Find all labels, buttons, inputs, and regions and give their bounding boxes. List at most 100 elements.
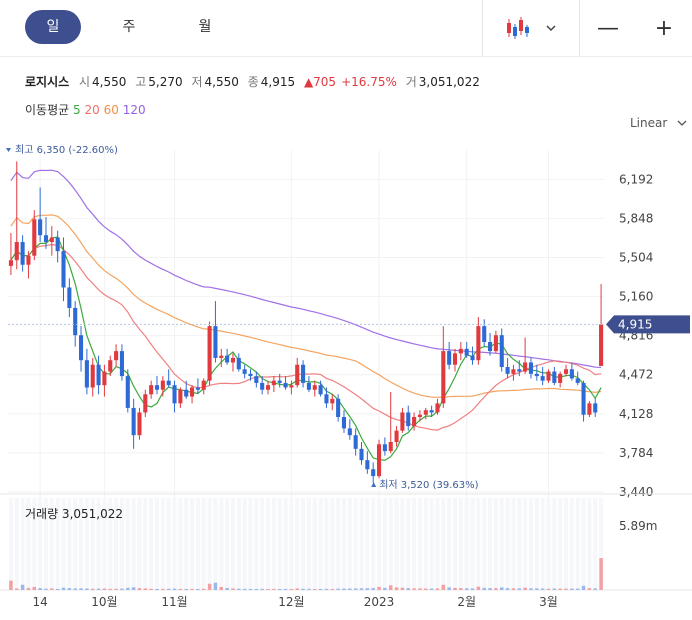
volume-bg-bar — [230, 498, 236, 590]
candle-body — [8, 260, 13, 266]
current-price-tag — [606, 315, 690, 334]
volume-bar — [313, 588, 317, 590]
volume-bar — [155, 588, 159, 590]
volume-bg-bar — [108, 498, 113, 590]
volume-bar — [511, 588, 516, 590]
volume-bar — [55, 588, 60, 590]
candle-body — [523, 362, 528, 372]
candle-body — [528, 362, 534, 374]
volume-bar — [459, 588, 463, 590]
volume-bg-bar — [166, 498, 171, 590]
volume-bar — [464, 588, 469, 590]
volume-bg-bar — [260, 498, 265, 590]
zoom-out-button[interactable]: — — [580, 0, 636, 56]
candle-body — [154, 385, 160, 390]
scale-selector[interactable]: Linear — [630, 116, 687, 130]
volume-bar — [348, 588, 352, 590]
ma-label: 이동평균 — [25, 103, 70, 117]
volume-bg-bar — [114, 498, 119, 590]
volume-bg-bar — [476, 498, 481, 590]
ma5-label: 5 — [73, 103, 81, 117]
volume-bg-bar — [523, 498, 528, 590]
volume-bar — [61, 587, 66, 590]
volume-bg-bar — [312, 498, 317, 590]
volume-bar — [336, 588, 340, 590]
y-tick-label: 6,192 — [619, 172, 653, 186]
volume-bar — [441, 584, 446, 590]
candle-body — [190, 387, 195, 397]
volume-bar — [383, 587, 387, 590]
volume-bar — [26, 587, 31, 590]
volume-bg-bar — [277, 498, 282, 590]
tab-month[interactable]: 월 — [198, 19, 212, 35]
volume-bg-bar — [102, 498, 107, 590]
volume-bar — [149, 588, 153, 590]
volume-bar — [301, 588, 305, 590]
candle-body — [312, 385, 317, 390]
candle-body — [517, 369, 522, 372]
period-tabs: 일 주 월 — [20, 10, 253, 44]
volume-bar — [178, 588, 183, 590]
low-annotation: 최저 3,520 (39.63%) — [379, 479, 478, 491]
candle-body — [400, 412, 405, 431]
candle-body — [119, 351, 124, 377]
volume-bg-bar — [400, 498, 405, 590]
volume-bar — [225, 587, 229, 590]
candle-body — [371, 469, 376, 477]
candle-body — [546, 371, 551, 381]
volume-bar — [546, 588, 551, 590]
candle-body — [219, 355, 224, 358]
volume-bg-bar — [353, 498, 358, 590]
zoom-in-button[interactable]: + — [636, 0, 692, 56]
current-price-label: 4,915 — [618, 317, 652, 331]
candle-body — [499, 335, 504, 368]
volume-bar — [377, 586, 381, 590]
volume-bg-bar — [137, 498, 142, 590]
tab-week[interactable]: 주 — [122, 19, 136, 35]
volume-bar — [184, 588, 188, 590]
candle-body — [149, 385, 154, 395]
candle-body — [295, 364, 300, 386]
candle-body — [336, 398, 341, 418]
volume-bg-bar — [376, 498, 382, 590]
candle-body — [493, 335, 498, 352]
chevron-down-icon — [677, 120, 687, 126]
volume-bar — [353, 588, 358, 590]
volume-bar — [44, 588, 48, 590]
low-value: 4,550 — [204, 75, 239, 89]
volume-bar — [371, 588, 375, 590]
volume-bar — [517, 588, 522, 590]
volume-bg-bar — [306, 498, 311, 590]
candle-body — [242, 369, 247, 374]
low-marker — [371, 482, 377, 487]
volume-bar — [494, 588, 498, 590]
candle-body — [599, 324, 604, 366]
volume-bg-bar — [365, 498, 370, 590]
candle-body — [458, 348, 463, 354]
volume-bg-bar — [154, 498, 160, 590]
volume-bar — [482, 587, 486, 590]
volume-bar — [342, 588, 346, 590]
candle-body — [488, 342, 493, 352]
volume-bar — [435, 588, 440, 590]
tab-day[interactable]: 일 — [25, 10, 81, 44]
volume-value: 3,051,022 — [418, 75, 480, 89]
volume-bar — [394, 587, 399, 590]
volume-bar — [476, 586, 481, 590]
candle-body — [137, 412, 142, 436]
y-tick-label: 5,160 — [619, 290, 653, 304]
volume-bg-bar — [271, 498, 276, 590]
candle-body — [96, 364, 101, 386]
volume-bg-bar — [32, 498, 37, 590]
volume-bg-bar — [563, 498, 569, 590]
volume-bar — [593, 588, 597, 590]
candle-body — [552, 371, 557, 383]
candle-body — [406, 412, 411, 427]
volume-bar — [552, 588, 557, 590]
chart-type-dropdown[interactable] — [483, 0, 579, 56]
candle-body — [341, 417, 347, 429]
x-tick-label: 3월 — [539, 595, 558, 609]
candle-body — [429, 410, 434, 413]
volume-bg-bar — [569, 498, 574, 590]
volume-bar — [587, 588, 592, 590]
